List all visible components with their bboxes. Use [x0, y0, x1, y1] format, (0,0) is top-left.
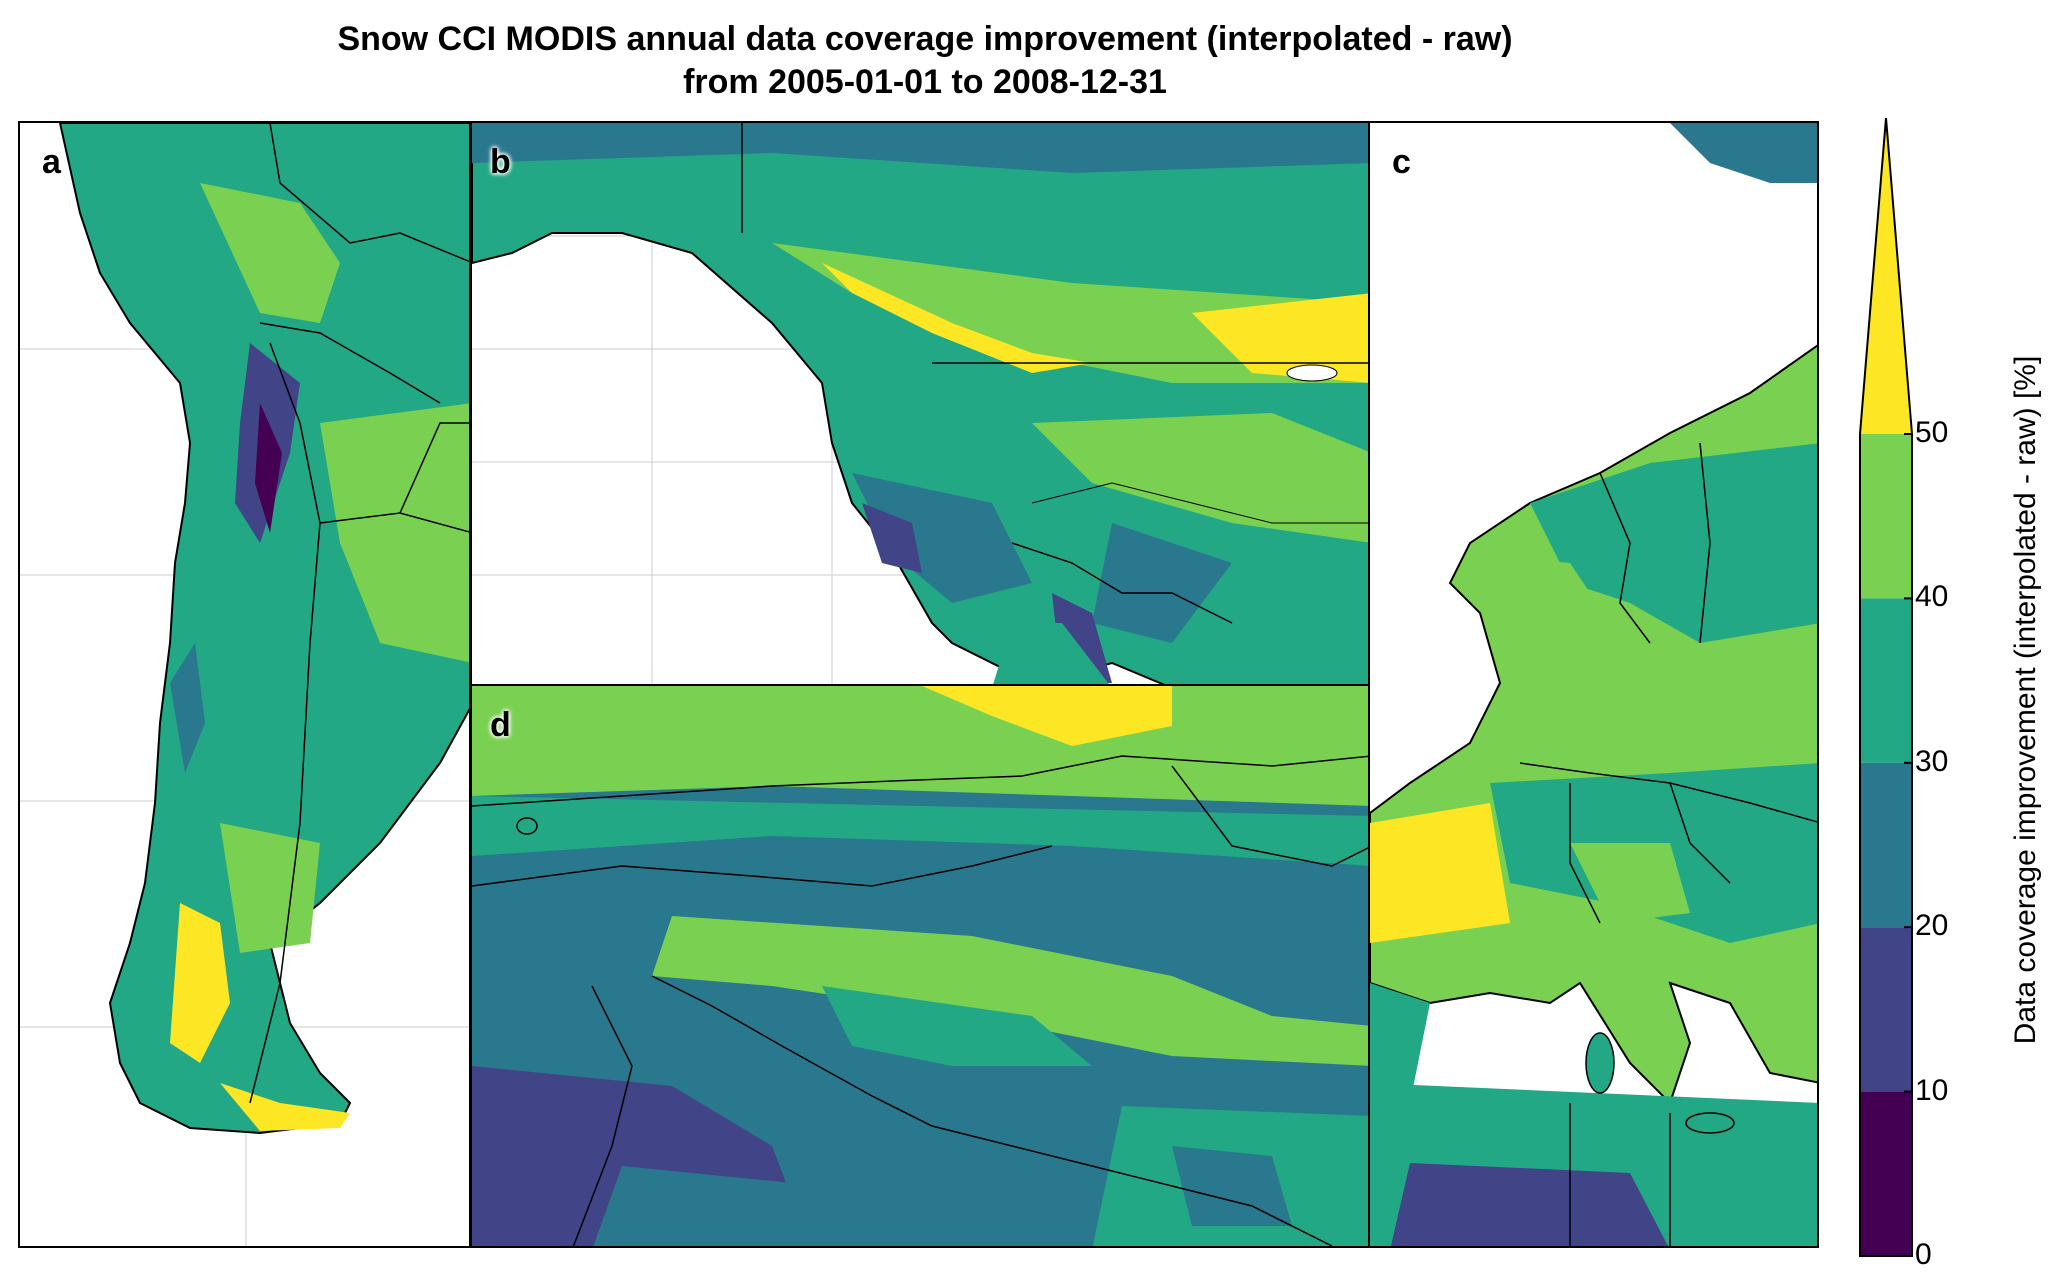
colorbar-outline [1859, 118, 1913, 1257]
panel-label-c: c [1392, 143, 1411, 181]
colorbar-tick-label: 10 [1915, 1073, 1949, 1107]
colorbar-tick-label: 40 [1915, 580, 1949, 614]
map-panel-b-north-america: b [470, 121, 1370, 686]
map-panel-a-south-america: a [18, 121, 471, 1248]
panel-label-d: d [490, 706, 511, 744]
colorbar-segment [1860, 434, 1912, 599]
colorbar-tick-label: 20 [1915, 909, 1949, 943]
colorbar-extend-triangle [1860, 118, 1912, 434]
map-d-svg [472, 686, 1368, 1246]
chart-subtitle: from 2005-01-01 to 2008-12-31 [683, 63, 1167, 101]
colorbar-segment [1860, 598, 1912, 763]
panel-label-a: a [42, 143, 61, 181]
map-panel-c-europe: c [1368, 121, 1819, 1248]
colorbar-segment [1860, 927, 1912, 1092]
map-panel-d-central-asia: d [470, 684, 1370, 1248]
colorbar-label: Data coverage improvement (interpolated … [2009, 355, 2042, 1045]
north-america-landmass [472, 123, 1368, 684]
colorbar-tick-label: 0 [1915, 1238, 1932, 1271]
colorbar-segment [1860, 762, 1912, 928]
colorbar-tick-label: 30 [1915, 744, 1949, 778]
south-america-landmass [58, 123, 469, 1135]
chart-title: Snow CCI MODIS annual data coverage impr… [337, 20, 1513, 58]
map-a-svg [20, 123, 469, 1246]
panel-label-b: b [490, 143, 511, 181]
map-b-svg [472, 123, 1368, 684]
colorbar [1859, 118, 1913, 1257]
colorbar-segment [1860, 1091, 1912, 1256]
map-c-svg [1370, 123, 1817, 1246]
colorbar-tick-label: 50 [1915, 416, 1949, 449]
